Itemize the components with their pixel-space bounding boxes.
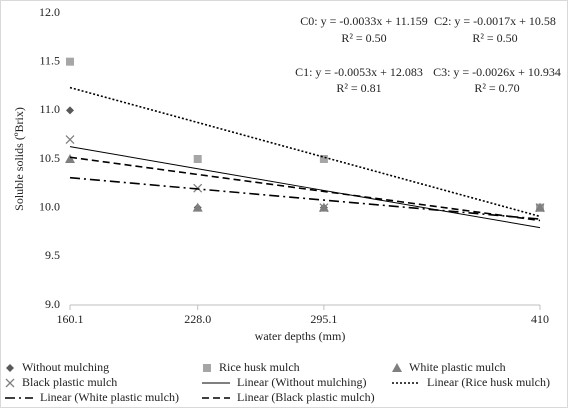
legend-label: Linear (Black plastic mulch) <box>237 390 375 404</box>
legend-symbol <box>5 378 15 388</box>
legend-symbol <box>203 364 211 372</box>
point <box>535 203 545 213</box>
y-tick-label: 9.5 <box>45 248 60 262</box>
legend-label: Linear (White plastic mulch) <box>40 390 179 404</box>
point <box>65 154 75 163</box>
trend-line <box>69 86 541 218</box>
legend-label: Linear (Rice husk mulch) <box>427 375 550 389</box>
y-tick-label: 10.0 <box>39 199 60 213</box>
trend-line <box>69 156 541 222</box>
annotation: R² = 0.70 <box>474 81 519 95</box>
x-tick-label: 410 <box>531 312 549 326</box>
point <box>319 155 328 163</box>
trend-line <box>69 176 541 220</box>
annotation: C1: y = -0.0053x + 12.083 <box>295 65 423 79</box>
legend-label: Rice husk mulch <box>219 360 300 374</box>
legend-symbol <box>6 364 14 372</box>
point <box>192 202 203 212</box>
legend-label: Linear (Without mulching) <box>237 375 366 389</box>
y-axis-title: Soluble solids (ºBrix) <box>12 107 26 211</box>
annotation: C2: y = -0.0017x + 10.58 <box>434 14 556 28</box>
annotation: C3: y = -0.0026x + 10.934 <box>433 65 561 79</box>
x-tick-label: 295.1 <box>310 312 337 326</box>
y-tick-label: 12.0 <box>39 5 60 19</box>
legend-symbol <box>392 363 402 372</box>
legend-label: White plastic mulch <box>409 360 506 374</box>
y-tick-label: 10.5 <box>39 151 60 165</box>
annotation: R² = 0.81 <box>336 81 381 95</box>
point <box>193 155 202 163</box>
y-tick-label: 11.0 <box>39 102 60 116</box>
annotation: R² = 0.50 <box>341 31 386 45</box>
point <box>319 203 329 213</box>
y-tick-label: 9.0 <box>45 297 60 311</box>
legend-label: Black plastic mulch <box>22 375 117 389</box>
annotation: R² = 0.50 <box>472 31 517 45</box>
annotation: C0: y = -0.0033x + 11.159 <box>300 14 427 28</box>
x-axis-title: water depths (mm) <box>255 329 346 343</box>
point <box>66 106 74 115</box>
x-tick-label: 160.1 <box>57 312 84 326</box>
x-tick-label: 228.0 <box>184 312 211 326</box>
point <box>65 135 75 144</box>
point <box>66 57 74 66</box>
y-tick-label: 11.5 <box>39 53 60 67</box>
legend-label: Without mulching <box>22 360 109 374</box>
